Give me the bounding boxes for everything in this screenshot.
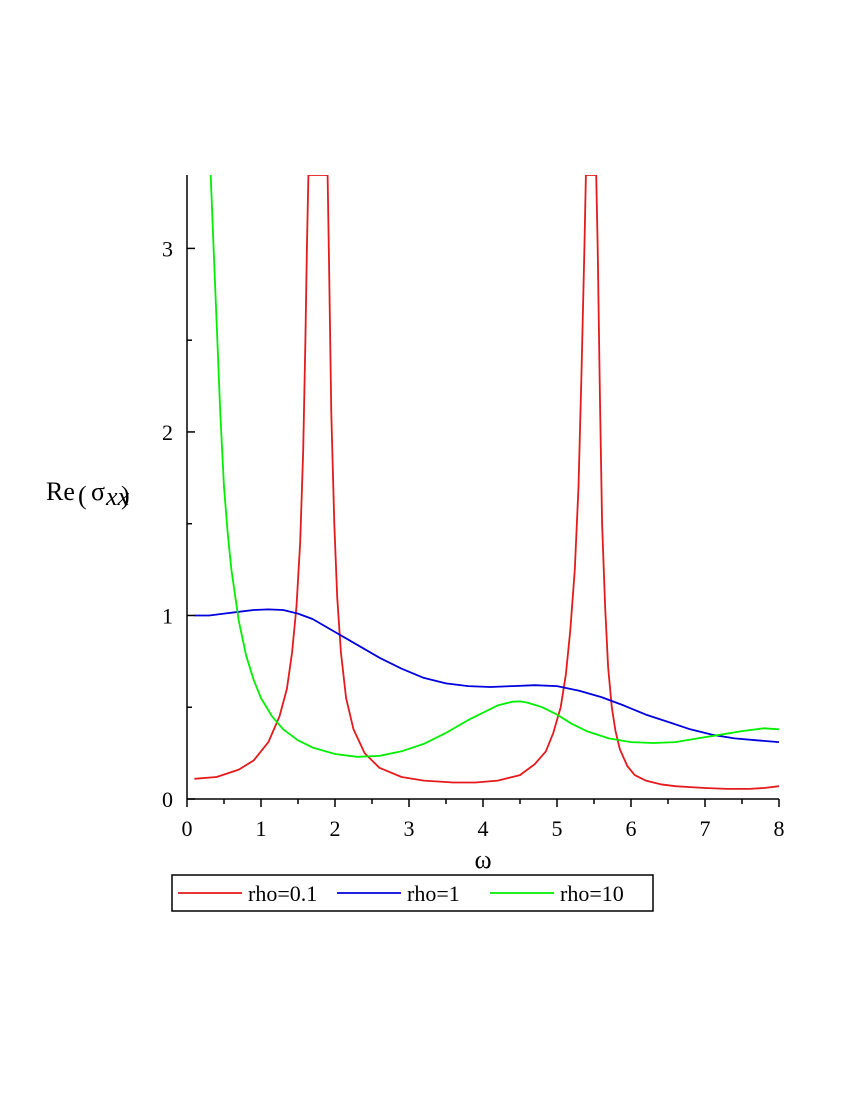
x-tick-label: 0 <box>182 816 193 841</box>
x-tick-label: 3 <box>404 816 415 841</box>
y-tick-label: 3 <box>162 236 173 261</box>
x-tick-label: 2 <box>330 816 341 841</box>
plot-area <box>194 175 780 790</box>
series-line-rho-10 <box>209 175 780 758</box>
series-line-rho-0-1 <box>194 175 780 790</box>
y-tick-label: 0 <box>162 787 173 812</box>
y-axis-label: Re ( σ xx ) <box>46 477 130 511</box>
x-tick-label: 6 <box>626 816 637 841</box>
legend: rho=0.1 rho=1 rho=10 <box>171 874 654 912</box>
y-tick-label: 1 <box>162 603 173 628</box>
legend-label: rho=10 <box>560 881 624 906</box>
y-axis-label-prefix: Re <box>46 477 75 506</box>
x-tick-label: 1 <box>256 816 267 841</box>
y-ticks: 0 1 2 3 <box>162 236 195 812</box>
legend-label: rho=1 <box>407 881 460 906</box>
axes: 0 1 2 3 4 5 6 7 8 0 1 2 3 <box>162 175 785 841</box>
y-axis-label-close-paren: ) <box>121 481 130 510</box>
x-tick-label: 5 <box>552 816 563 841</box>
legend-box <box>171 874 654 912</box>
y-axis-label-symbol: σ <box>91 477 105 506</box>
y-axis-label-open-paren: ( <box>78 481 87 510</box>
x-axis-label: ω <box>474 845 491 874</box>
x-tick-label: 8 <box>774 816 785 841</box>
x-tick-label: 7 <box>700 816 711 841</box>
legend-label: rho=0.1 <box>248 881 317 906</box>
x-ticks: 0 1 2 3 4 5 6 7 8 <box>182 799 785 841</box>
y-axis-label-subscript: xx <box>105 482 130 511</box>
x-tick-label: 4 <box>478 816 489 841</box>
y-tick-label: 2 <box>162 420 173 445</box>
series-line-rho-1 <box>194 608 780 743</box>
